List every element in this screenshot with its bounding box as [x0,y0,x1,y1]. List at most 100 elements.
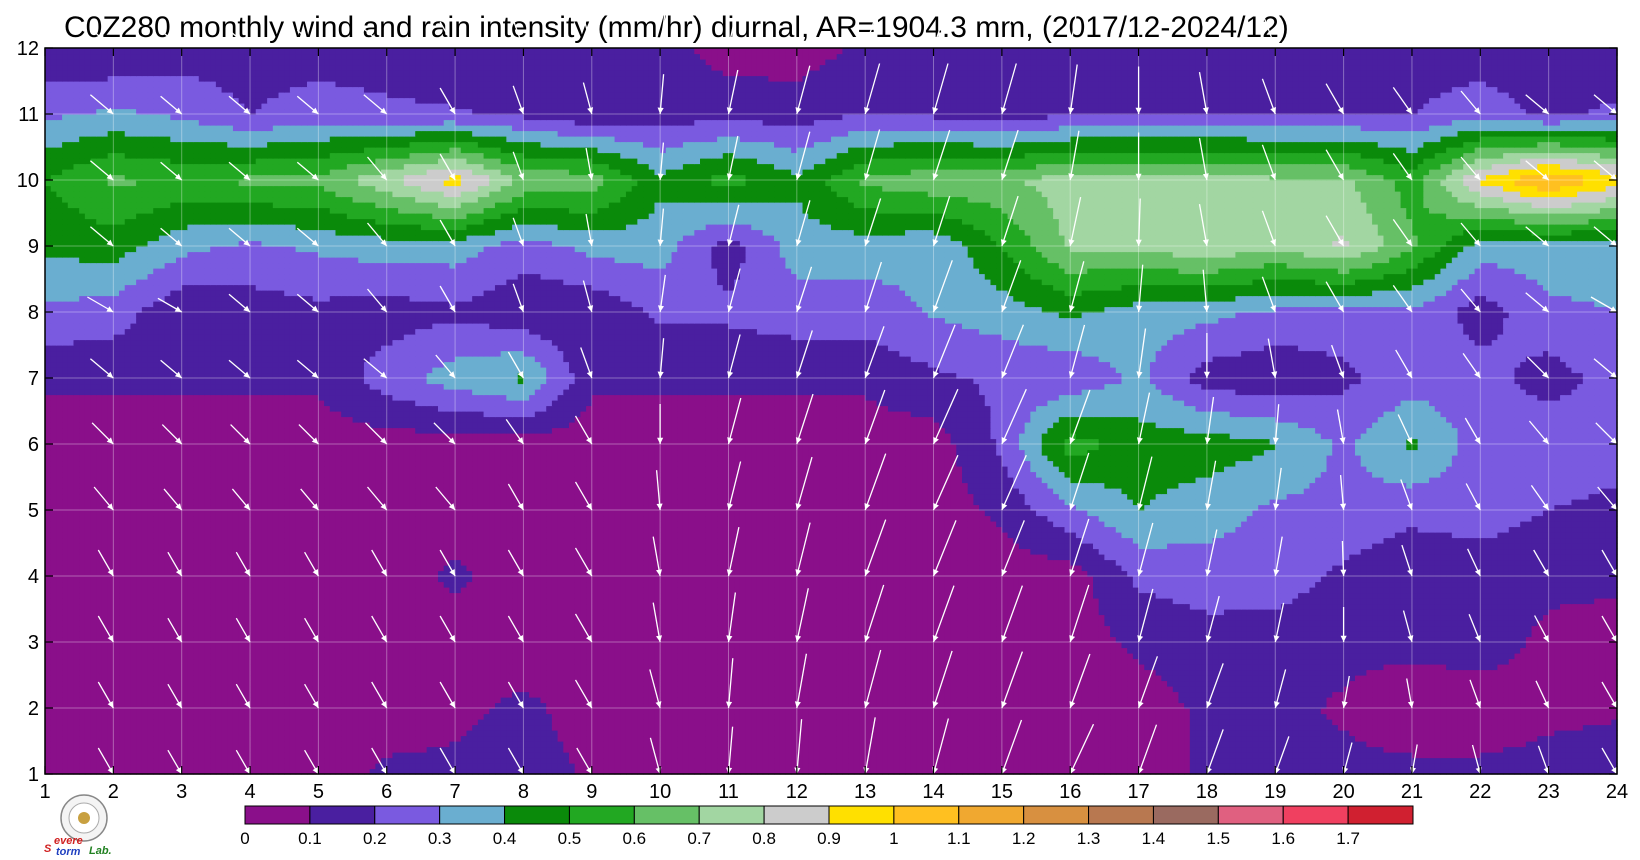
rain-cell [1042,692,1048,698]
rain-cell [979,741,985,747]
rain-cell [1361,719,1367,725]
rain-cell [1355,719,1361,725]
rain-cell [318,747,324,753]
rain-cell [882,730,888,736]
rain-cell [1110,692,1116,698]
rain-cell [1008,697,1014,703]
rain-cell [1264,692,1270,698]
rain-cell [1298,714,1304,720]
rain-cell [290,741,296,747]
rain-cell [814,697,820,703]
rain-cell [837,736,843,742]
rain-cell [1292,747,1298,753]
rain-cell [210,741,216,747]
rain-cell [1030,741,1036,747]
rain-cell [1526,736,1532,742]
rain-cell [1167,741,1173,747]
rain-cell [301,697,307,703]
rain-cell [1520,763,1526,769]
rain-cell [1184,758,1190,764]
rain-cell [706,692,712,698]
rain-cell [1395,719,1401,725]
rain-cell [922,719,928,725]
rain-cell [113,697,119,703]
rain-cell [1093,747,1099,753]
rain-cell [1520,708,1526,714]
rain-cell [290,736,296,742]
rain-cell [1577,708,1583,714]
rain-cell [290,692,296,698]
rain-cell [945,730,951,736]
rain-cell [273,758,279,764]
rain-cell [250,747,256,753]
rain-cell [985,741,991,747]
rain-cell [261,708,267,714]
rain-cell [808,763,814,769]
rain-cell [1213,692,1219,698]
rain-cell [256,714,262,720]
rain-cell [1235,763,1241,769]
rain-cell [1099,697,1105,703]
rain-cell [364,758,370,764]
rain-cell [1344,725,1350,731]
rain-cell [227,725,233,731]
rain-cell [706,708,712,714]
rain-cell [1304,708,1310,714]
rain-cell [1070,730,1076,736]
rain-cell [392,763,398,769]
rain-cell [746,719,752,725]
rain-cell [1532,736,1538,742]
rain-cell [375,714,381,720]
rain-cell [398,708,404,714]
rain-cell [199,758,205,764]
rain-cell [1418,752,1424,758]
rain-cell [820,752,826,758]
rain-cell [199,719,205,725]
rain-cell [1372,736,1378,742]
rain-cell [1087,752,1093,758]
rain-cell [609,708,615,714]
rain-cell [1458,747,1464,753]
rain-cell [1344,719,1350,725]
rain-cell [301,736,307,742]
rain-cell [780,730,786,736]
rain-cell [535,714,541,720]
rain-cell [939,708,945,714]
rain-cell [461,692,467,698]
rain-cell [837,692,843,698]
rain-cell [757,730,763,736]
rain-cell [261,763,267,769]
rain-cell [848,697,854,703]
rain-cell [1589,741,1595,747]
rain-cell [1059,697,1065,703]
rain-cell [808,692,814,698]
rain-cell [210,763,216,769]
rain-cell [1002,714,1008,720]
rain-cell [1076,714,1082,720]
rain-cell [831,725,837,731]
rain-cell [609,752,615,758]
rain-cell [392,758,398,764]
rain-cell [785,725,791,731]
rain-cell [91,697,97,703]
rain-cell [569,763,575,769]
rain-cell [1435,730,1441,736]
rain-cell [894,714,900,720]
rain-cell [387,736,393,742]
rain-cell [279,741,285,747]
rain-cell [660,730,666,736]
rain-cell [558,719,564,725]
rain-cell [1150,747,1156,753]
rain-cell [1144,730,1150,736]
rain-cell [1059,758,1065,764]
rain-cell [1321,758,1327,764]
rain-cell [694,714,700,720]
rain-cell [1497,747,1503,753]
rain-cell [529,752,535,758]
rain-cell [1566,708,1572,714]
rain-cell [404,763,410,769]
rain-cell [353,752,359,758]
rain-cell [182,725,188,731]
rain-cell [1298,736,1304,742]
rain-cell [1150,758,1156,764]
